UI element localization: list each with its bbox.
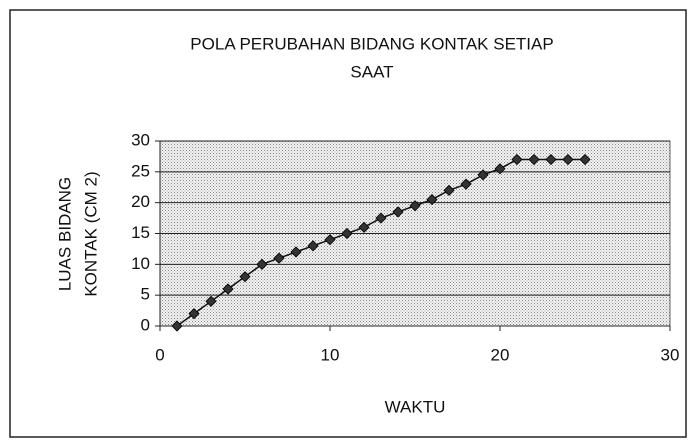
marker	[171, 320, 183, 332]
chart-title: POLA PERUBAHAN BIDANG KONTAK SETIAP	[190, 34, 553, 53]
x-tick-label: 20	[491, 345, 510, 364]
marker	[511, 153, 523, 166]
y-axis-label: KONTAK (CM 2)	[81, 171, 100, 296]
marker	[341, 227, 353, 240]
marker	[324, 234, 336, 246]
marker	[545, 153, 557, 166]
marker	[239, 271, 251, 283]
y-tick-label: 10	[131, 254, 150, 273]
marker	[460, 178, 472, 190]
marker	[375, 212, 387, 224]
marker	[256, 258, 268, 270]
marker	[392, 206, 404, 218]
marker	[579, 153, 591, 166]
x-axis-label: WAKTU	[385, 397, 446, 416]
y-tick-label: 20	[131, 192, 150, 211]
y-tick-label: 25	[131, 161, 150, 180]
marker	[562, 153, 574, 166]
y-tick-label: 30	[131, 130, 150, 149]
marker	[409, 200, 421, 212]
chart-title: SAAT	[350, 62, 393, 81]
marker	[528, 153, 540, 166]
marker	[205, 295, 217, 307]
marker	[426, 194, 438, 206]
marker	[273, 252, 285, 264]
y-tick-label: 15	[131, 223, 150, 242]
marker	[307, 240, 319, 252]
y-tick-label: 5	[141, 285, 150, 304]
marker	[477, 169, 489, 181]
x-tick-label: 0	[155, 345, 164, 364]
marker	[494, 163, 506, 175]
x-tick-label: 10	[321, 345, 340, 364]
marker	[222, 283, 234, 295]
marker	[443, 184, 455, 196]
marker	[290, 246, 302, 258]
marker	[358, 221, 370, 233]
marker	[188, 308, 200, 320]
x-tick-label: 30	[661, 345, 680, 364]
y-tick-label: 0	[141, 315, 150, 334]
y-axis-label: LUAS BIDANG	[55, 177, 74, 291]
